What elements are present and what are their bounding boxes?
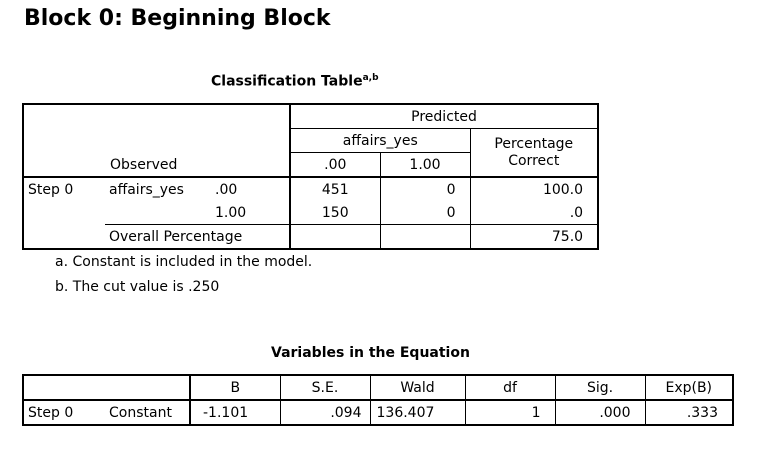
observed-header: Observed [110,157,178,173]
header-sig: Sig. [554,375,645,400]
overall-pct: 75.0 [469,224,599,249]
classification-table-caption: Classification Tablea,b [211,73,379,90]
term-label: Constant [105,399,190,425]
classification-row-100: 1.00 150 0 .0 [23,201,599,225]
classification-table: Observed Predicted affairs_yes Percentag… [22,103,600,250]
observed-variable-label: affairs_yes [105,176,211,201]
step-label: Step 0 [23,176,105,201]
empty-cell [379,224,471,249]
cell-00-pct: 100.0 [469,176,599,201]
pct-header-line-2: Correct [508,152,560,169]
classification-header-row-1: Observed Predicted [23,104,599,173]
header-expb: Exp(B) [644,375,733,400]
empty-cell [289,224,381,249]
classification-caption-text: Classification Table [211,73,363,90]
cell-00-00: 451 [289,176,381,201]
value-se: .094 [279,399,370,425]
cell-100-pct: .0 [469,201,599,225]
variables-header-row: B S.E. Wald df Sig. Exp(B) [23,375,733,400]
percentage-correct-header: Percentage Correct [469,128,599,177]
empty-cell [105,201,211,225]
classification-header-row-3: .00 1.00 [23,152,598,177]
value-expb: .333 [644,399,733,425]
predicted-header: Predicted [289,104,599,129]
footnote-a: a. Constant is included in the model. [55,254,313,270]
variables-table-caption: Variables in the Equation [271,345,470,361]
cell-100-00: 150 [289,201,381,225]
col-header-00: .00 [289,152,381,177]
empty-cell [23,375,105,400]
row-label-100: 1.00 [215,204,247,221]
value-sig: .000 [554,399,645,425]
header-b: B [189,375,280,400]
cell-100-100: 0 [379,201,471,225]
classification-header-row-2: affairs_yes Percentage Correct [23,128,599,177]
observed-header-cell: Observed [23,104,290,177]
classification-caption-footnote-ref: a,b [362,73,379,83]
variables-row-constant: Step 0 Constant -1.101 .094 136.407 1 .0… [23,399,733,425]
col-header-100: 1.00 [379,152,471,177]
overall-percentage-label: Overall Percentage [105,224,291,249]
value-wald: 136.407 [369,399,465,425]
pct-header-line-1: Percentage [494,135,574,152]
classification-row-00: Step 0 affairs_yes .00 451 0 100.0 [23,176,599,201]
step-label: Step 0 [23,399,105,425]
footnote-b: b. The cut value is .250 [55,279,220,295]
empty-cell [105,375,190,400]
variables-in-equation-table: B S.E. Wald df Sig. Exp(B) Step 0 Consta… [22,374,734,426]
header-se: S.E. [279,375,370,400]
classification-row-overall: Overall Percentage 75.0 [23,224,599,250]
value-df: 1 [464,399,555,425]
empty-cell [23,225,105,250]
header-df: df [464,375,555,400]
empty-cell [23,201,105,225]
value-b: -1.101 [189,399,280,425]
header-wald: Wald [369,375,465,400]
cell-00-100: 0 [379,176,471,201]
block-title: Block 0: Beginning Block [24,6,331,31]
affairs-yes-group-header: affairs_yes [289,128,471,153]
row-label-00: .00 [211,176,291,201]
